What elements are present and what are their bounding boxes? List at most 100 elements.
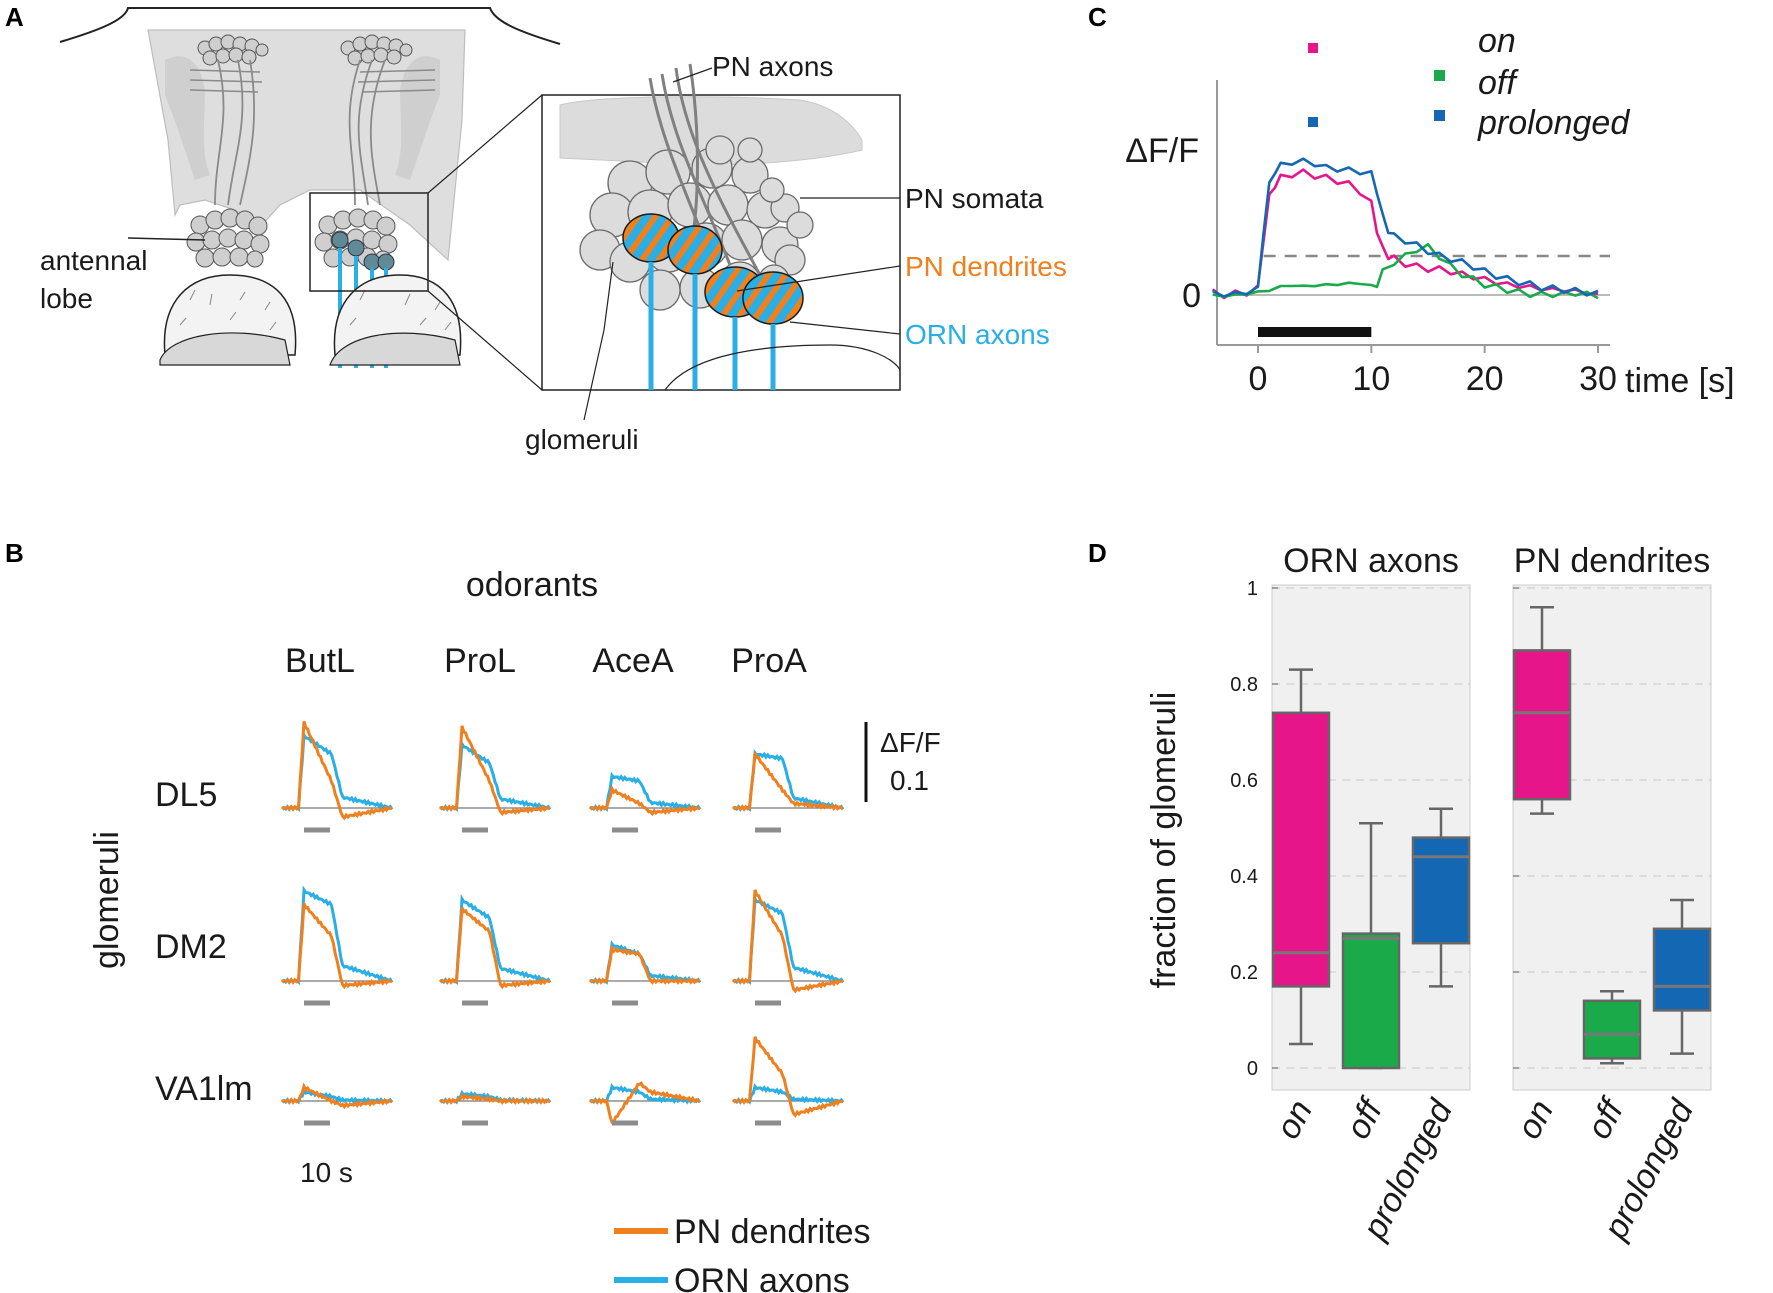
pn-dendrite-trace	[438, 1092, 551, 1105]
x-tick-label: 10	[1352, 360, 1390, 398]
head-outline	[59, 7, 561, 45]
pn-dendrites-label: PN dendrites	[905, 251, 1067, 282]
antennal-lobe-leader	[127, 237, 206, 241]
glomerulus-label: VA1lm	[155, 1070, 253, 1108]
odorant-label: ButL	[285, 642, 355, 680]
trace-grid	[280, 720, 845, 1126]
legend-swatch-off	[1434, 70, 1445, 81]
pn-dendrite-trace	[588, 944, 701, 985]
panel-b: B odorants ButL ProL AceA ProA DL5 DM2 V…	[5, 538, 941, 1293]
x-tick-label: 30	[1579, 360, 1617, 398]
orn-axons-label: ORN axons	[905, 319, 1050, 350]
x-axis-label: time [s]	[1625, 362, 1735, 400]
y-tick-label: 0.6	[1230, 770, 1258, 792]
labeled-glomeruli-small	[331, 231, 395, 271]
calyx-left	[197, 34, 269, 66]
pn-tract-right	[348, 59, 386, 206]
pn-dendrite-trace	[731, 1036, 844, 1118]
odorant-label: AceA	[592, 642, 674, 680]
y-tick-label: 1	[1247, 578, 1258, 600]
zoom-line-bottom	[427, 290, 543, 391]
glomerulus-label: DM2	[155, 928, 227, 966]
box-off	[1341, 932, 1401, 1070]
category-label: on	[1510, 1094, 1561, 1145]
tract-lines-left	[189, 69, 263, 93]
time-scale-label: 10 s	[300, 1157, 353, 1188]
y-tick-label: 0.8	[1230, 674, 1258, 696]
legend-swatch-prolonged	[1434, 110, 1445, 121]
panel-c-letter: C	[1088, 2, 1107, 32]
inset-neuropil	[559, 96, 863, 166]
antennal-lobe-left	[186, 208, 270, 268]
zoom-box	[309, 192, 429, 292]
antennal-lobe-label-line2: lobe	[40, 283, 93, 314]
pn-dendrite-trace	[588, 784, 701, 817]
tract-lines-right	[357, 69, 436, 93]
antennal-lobe-label-line1: antennal	[40, 245, 147, 276]
zoom-line-top	[427, 94, 543, 194]
on-marker	[1308, 43, 1318, 53]
panel-d-letter: D	[1088, 538, 1107, 568]
legend-label-pn: PN dendrites	[674, 1213, 871, 1251]
y-tick-label: 0.2	[1230, 962, 1258, 984]
inset-labeled-glomeruli	[622, 213, 804, 325]
y-axis-label: ΔF/F	[1125, 132, 1199, 170]
x-tick-label: 0	[1249, 360, 1268, 398]
y-axis-label: fraction of glomeruli	[1145, 692, 1183, 989]
odorant-label: ProA	[731, 642, 807, 680]
odorants-header: odorants	[466, 566, 598, 604]
group-title: ORN axons	[1283, 542, 1459, 580]
panel-a-letter: A	[5, 2, 24, 32]
glomeruli-label: glomeruli	[525, 424, 639, 455]
category-label: off	[1339, 1091, 1392, 1145]
pn-dendrite-trace	[731, 752, 844, 812]
y-tick-label: 0	[1182, 277, 1201, 315]
orn-axon-trace	[589, 771, 702, 812]
dff-scalebar-value: 0.1	[890, 765, 929, 796]
box-off	[1582, 999, 1642, 1060]
pn-dendrite-trace	[280, 902, 393, 990]
y-tick-label: 0.4	[1230, 866, 1258, 888]
glomeruli-leader	[603, 261, 614, 331]
x-tick-label: 20	[1466, 360, 1504, 398]
legend-label-prolonged: prolonged	[1477, 104, 1630, 142]
calyx-right	[340, 34, 413, 66]
legend-label-off: off	[1478, 64, 1519, 102]
panel-d: D fraction of glomeruli ORN axons 0 0.2 0.4 0…	[1088, 538, 1712, 1246]
series-line-prolonged	[1212, 157, 1599, 298]
pn-axons-leader	[672, 67, 713, 83]
glomeruli-axis-label: glomeruli	[88, 831, 126, 969]
prolonged-marker	[1308, 117, 1318, 127]
pn-dendrite-trace	[438, 725, 551, 817]
glomeruli-leader-2	[583, 329, 605, 421]
series-line-off	[1212, 242, 1599, 300]
pn-axons-label: PN axons	[712, 51, 833, 82]
pn-somata-label: PN somata	[905, 183, 1044, 214]
box-prolonged	[1411, 836, 1471, 945]
pn-dendrite-trace	[731, 889, 844, 994]
brain-silhouette	[147, 29, 466, 262]
antenna-hairs	[179, 289, 452, 331]
panel-b-letter: B	[5, 538, 24, 568]
legend-label-on: on	[1478, 22, 1516, 60]
panel-a: A	[5, 2, 1067, 455]
odorant-label: ProL	[444, 642, 516, 680]
pn-tract-left	[214, 59, 256, 206]
orn-axons-leader	[789, 321, 901, 335]
pn-dendrite-trace	[438, 907, 551, 990]
mushroom-body-right	[395, 56, 440, 180]
category-label: on	[1269, 1094, 1320, 1145]
antenna-base-right	[329, 332, 461, 366]
box-on	[1271, 711, 1331, 988]
inset-antenna-edge	[664, 344, 901, 391]
box-prolonged	[1652, 927, 1712, 1012]
mushroom-body-left	[165, 56, 210, 180]
legend-label-orn: ORN axons	[674, 1262, 850, 1293]
pn-dendrite-trace	[280, 1082, 393, 1110]
series-line-on	[1211, 168, 1599, 300]
antenna-base-left	[159, 332, 291, 366]
glomerulus-label: DL5	[155, 776, 217, 814]
